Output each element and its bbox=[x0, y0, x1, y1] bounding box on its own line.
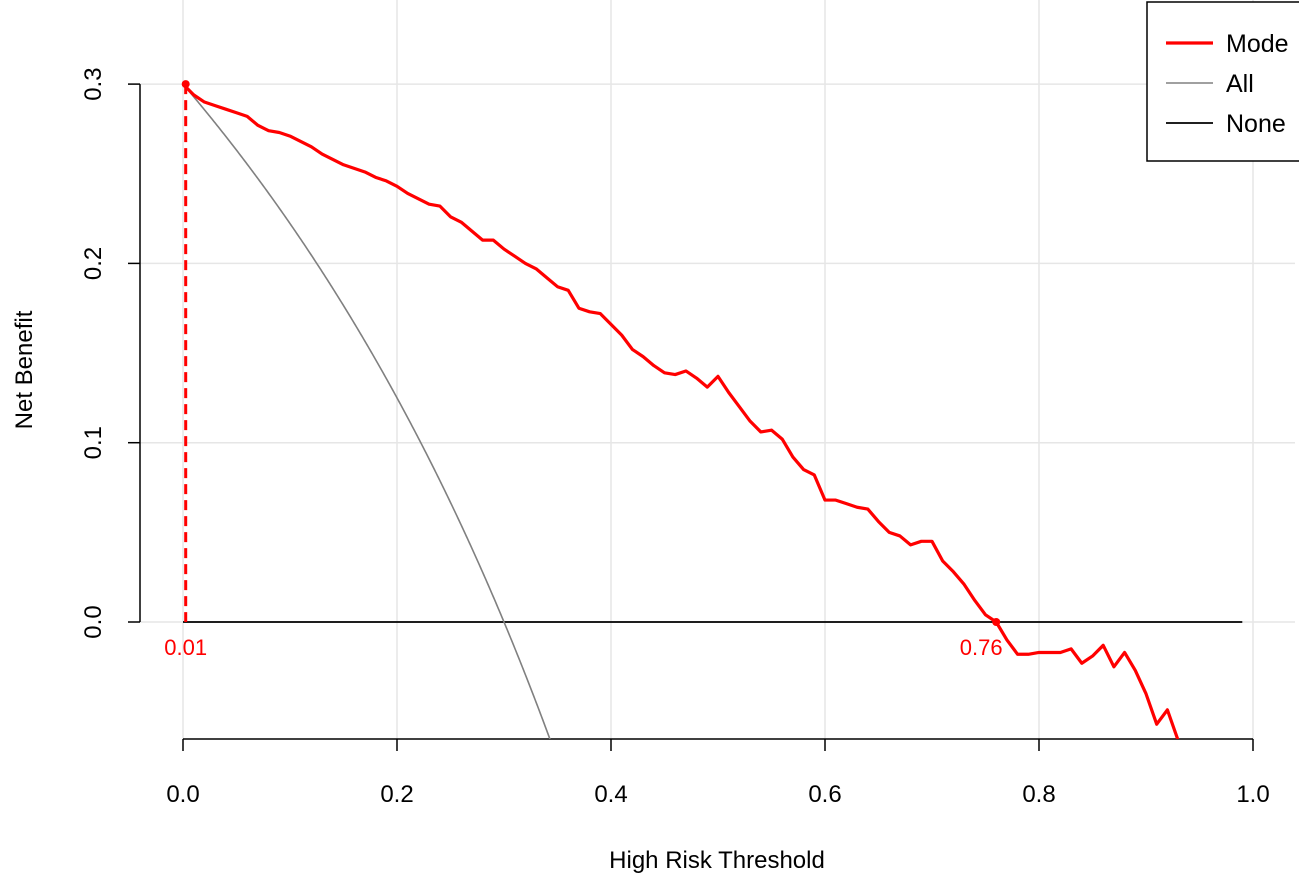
x-tick-label: 0.0 bbox=[166, 781, 199, 808]
x-tick-label: 0.2 bbox=[380, 781, 413, 808]
annotation-label-start: 0.01 bbox=[164, 635, 207, 660]
legend: Mode All None bbox=[1146, 1, 1299, 162]
legend-box bbox=[1146, 1, 1299, 162]
gridlines bbox=[140, 0, 1295, 739]
x-tick-label: 0.4 bbox=[594, 781, 627, 808]
y-tick-label: 0.2 bbox=[80, 247, 107, 280]
annotation-label-end: 0.76 bbox=[960, 635, 1003, 660]
legend-label: All bbox=[1226, 70, 1254, 98]
legend-label: None bbox=[1226, 110, 1286, 138]
annotations: 0.01 0.76 bbox=[164, 80, 1003, 660]
y-tick-label: 0.0 bbox=[80, 605, 107, 638]
x-tick-label: 0.6 bbox=[808, 781, 841, 808]
series-all-line bbox=[182, 83, 551, 739]
y-tick-label: 0.3 bbox=[80, 67, 107, 100]
series bbox=[181, 82, 1243, 739]
x-tick-label: 0.8 bbox=[1022, 781, 1055, 808]
axes: 0.0 0.2 0.4 0.6 0.8 1.0 0.0 0.1 0.2 0.3 bbox=[80, 67, 1270, 808]
y-tick-label: 0.1 bbox=[80, 426, 107, 459]
threshold-point-end bbox=[992, 618, 1001, 626]
series-mode-line bbox=[181, 82, 1180, 739]
x-axis-label: High Risk Threshold bbox=[609, 847, 825, 874]
x-tick-label: 1.0 bbox=[1236, 781, 1269, 808]
threshold-point-start bbox=[181, 80, 190, 89]
y-axis-label: Net Benefit bbox=[11, 310, 38, 429]
legend-label: Mode bbox=[1226, 30, 1289, 58]
